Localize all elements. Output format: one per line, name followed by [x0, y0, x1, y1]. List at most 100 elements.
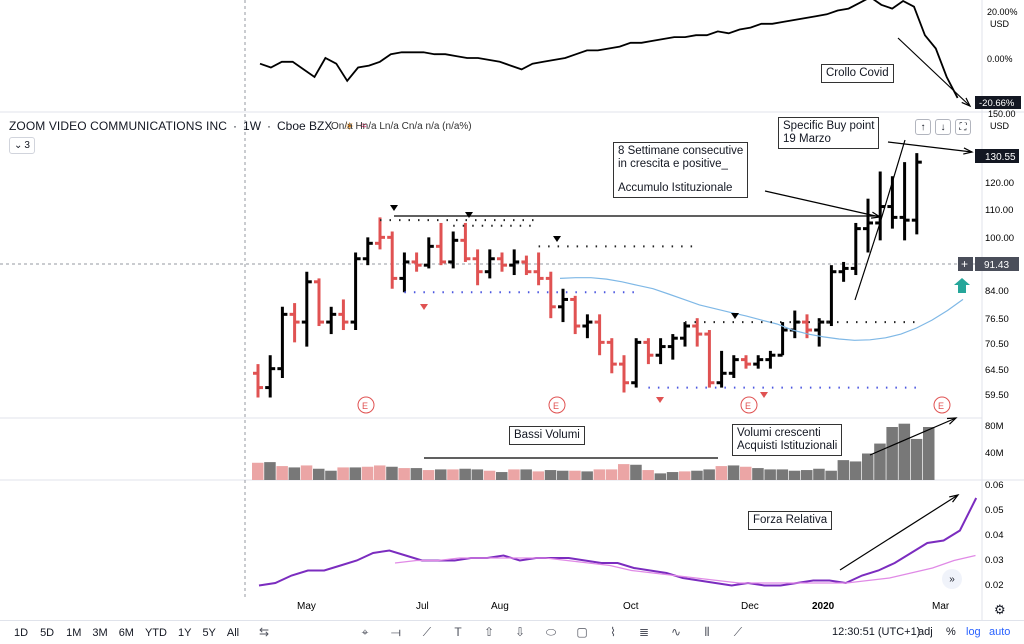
volume-bar — [581, 471, 593, 480]
arrow-up-tool-icon[interactable]: ⇧ — [483, 625, 495, 639]
price-tick-76: 76.50 — [985, 314, 1009, 325]
ohlc-bar — [728, 355, 739, 378]
ohlc-bar — [594, 314, 605, 356]
annotation-buy-point-line1: Specific Buy point — [783, 120, 875, 132]
text-tool-icon[interactable]: T — [454, 625, 462, 639]
range-5d[interactable]: 5D — [40, 626, 55, 639]
arrow-down-tool-icon[interactable]: ⇩ — [514, 625, 526, 639]
curve-tool-icon[interactable]: ∿ — [670, 625, 682, 639]
log-toggle[interactable]: log — [966, 626, 981, 638]
range-3m[interactable]: 3M — [92, 626, 108, 639]
earnings-marker[interactable]: E — [548, 396, 566, 414]
fib-tool-icon[interactable]: ≣ — [638, 625, 650, 639]
scroll-down-button[interactable]: ↓ — [935, 119, 951, 135]
annotation-buy-point[interactable]: Specific Buy point 19 Marzo — [778, 117, 880, 149]
candle-tool-icon[interactable]: ⫴ — [704, 624, 710, 639]
annotation-settimane-line1: 8 Settimane consecutive — [618, 145, 744, 157]
volume-bar — [300, 465, 313, 480]
volume-bar — [923, 427, 935, 480]
gear-icon[interactable]: ⚙ — [994, 602, 1006, 617]
volume-bar — [325, 470, 337, 480]
range-5y[interactable]: 5Y — [202, 626, 216, 639]
svg-text:E: E — [362, 401, 368, 411]
earnings-marker[interactable]: E — [357, 396, 375, 414]
range-6m[interactable]: 6M — [118, 626, 134, 639]
annotation-lines — [394, 37, 974, 571]
percent-toggle[interactable]: % — [946, 626, 956, 638]
volume-bar — [459, 468, 471, 480]
rectangle-tool-icon[interactable]: ▢ — [576, 625, 588, 639]
ohlc-bar — [570, 295, 581, 335]
ohlc-bar — [716, 350, 727, 388]
earnings-marker[interactable]: E — [740, 396, 758, 414]
x-tick-may: May — [297, 601, 316, 612]
volume-bar — [849, 461, 862, 480]
adj-toggle[interactable]: adj — [918, 626, 933, 638]
price-axis-currency: USD — [990, 121, 1010, 131]
volume-bar — [483, 470, 496, 480]
range-1m[interactable]: 1M — [66, 626, 82, 639]
annotation-forza-relativa[interactable]: Forza Relativa — [748, 511, 833, 530]
ohlc-bar — [265, 355, 276, 398]
price-tick-100: 100.00 — [985, 233, 1014, 244]
sun-icon[interactable]: ☀ — [344, 120, 355, 133]
top-axis-label-0: 0.00% — [987, 54, 1013, 64]
add-crosshair-button[interactable] — [958, 257, 973, 271]
volume-bar — [557, 470, 569, 480]
pin-icon[interactable]: ⌖ — [361, 624, 369, 639]
volume-bar — [361, 466, 374, 480]
earnings-marker[interactable]: E — [933, 396, 951, 414]
clock[interactable]: 12:30:51 (UTC+1) — [832, 626, 921, 638]
ohlc-bar — [838, 261, 849, 282]
ohlc-bar — [631, 338, 642, 388]
x-tick-aug: Aug — [491, 601, 509, 612]
trend-line-icon[interactable]: ⟋ — [422, 624, 432, 639]
annotation-volumi-crescenti[interactable]: Volumi crescenti Acquisti Istituzionali — [732, 424, 843, 456]
range-1d[interactable]: 1D — [14, 626, 29, 639]
volume-bar — [825, 470, 837, 480]
ohlc-bar — [338, 299, 349, 331]
volume-bar — [422, 470, 435, 480]
annotation-settimane[interactable]: 8 Settimane consecutive in crescita e po… — [613, 142, 749, 198]
bottom-toolbar: 1D 5D 1M 3M 6M YTD 1Y 5Y All — [0, 620, 1024, 644]
price-panel — [253, 153, 964, 403]
indicator-collapse-button[interactable]: ⌄ 3 — [9, 137, 35, 154]
relative-strength-panel — [258, 497, 978, 587]
range-1y[interactable]: 1Y — [177, 626, 192, 639]
double-chevron-right-icon: » — [949, 573, 955, 585]
ohlc-bar — [411, 252, 422, 272]
ray-tool-icon[interactable]: ⟋ — [733, 624, 743, 639]
x-tick-oct: Oct — [623, 601, 639, 612]
horizontal-line-icon[interactable]: ⟞ — [391, 624, 401, 639]
annotation-bassi-volumi[interactable]: Bassi Volumi — [509, 426, 585, 445]
volume-bar — [569, 470, 581, 480]
date-range-icon[interactable]: ⇆ — [258, 625, 270, 639]
comparison-line — [259, 0, 959, 99]
range-ytd[interactable]: YTD — [144, 626, 167, 639]
rs-tick-003: 0.03 — [985, 555, 1004, 566]
range-all[interactable]: All — [226, 626, 240, 639]
volume-bar — [435, 469, 447, 480]
maximize-button[interactable]: ⛶ — [955, 119, 971, 135]
path-tool-icon[interactable]: ⌇ — [610, 625, 616, 639]
moving-average-line — [559, 277, 964, 341]
auto-toggle[interactable]: auto — [989, 626, 1011, 638]
pivot-low-marker — [656, 397, 664, 403]
symbol-header[interactable]: ZOOM VIDEO COMMUNICATIONS INC · 1W · Cbo… — [9, 119, 366, 133]
ellipse-tool-icon[interactable]: ⬭ — [545, 624, 557, 639]
ohlc-bar — [582, 314, 593, 339]
compare-icon[interactable]: ≈ — [360, 120, 367, 132]
ohlc-bar — [387, 231, 398, 289]
annotation-crollo-covid[interactable]: Crollo Covid — [821, 64, 894, 83]
crosshair-price-text: 91.43 — [984, 260, 1009, 271]
scroll-to-realtime-button[interactable]: » — [942, 569, 962, 589]
arrow-head-icon — [963, 147, 974, 155]
ohlc-bar — [545, 271, 556, 319]
annotation-accumulo: Accumulo Istituzionale — [618, 182, 733, 194]
arrow-down-icon: ↓ — [940, 121, 946, 133]
ohlc-bar — [533, 252, 544, 286]
scroll-up-button[interactable]: ↑ — [915, 119, 931, 135]
volume-bar — [605, 469, 618, 480]
ohlc-bar — [643, 338, 654, 365]
